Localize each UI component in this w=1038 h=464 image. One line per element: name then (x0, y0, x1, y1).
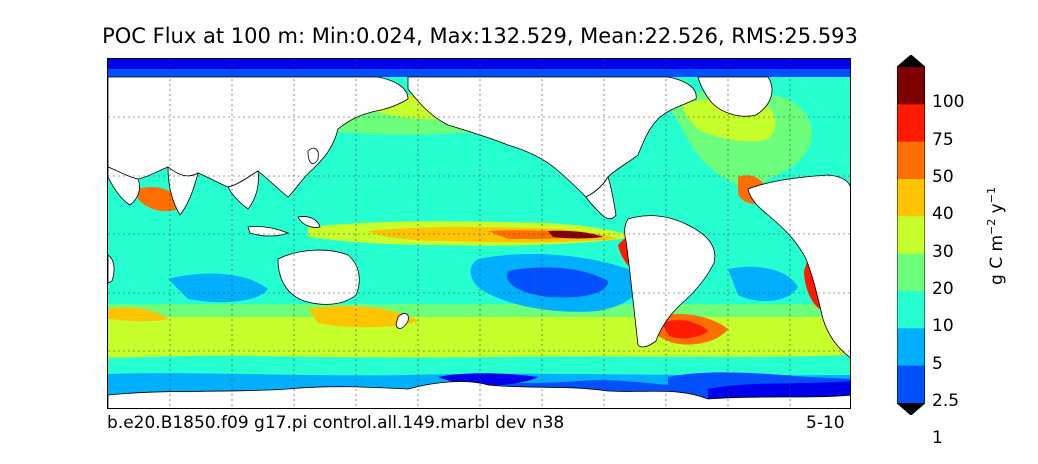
central-america (585, 176, 617, 220)
colorbar-tick-label: 1 (932, 428, 943, 449)
indonesia-islands (247, 226, 290, 237)
colorbar (897, 55, 925, 415)
arabia (108, 166, 140, 206)
south-pacific-gyre-core (507, 267, 608, 298)
colorbar-tick-label: 2.5 (932, 391, 960, 411)
ne-pacific-gyre (358, 172, 550, 219)
south-indian-gyre (168, 273, 268, 303)
tasman-sea-high (308, 306, 418, 328)
eurasia (108, 76, 409, 198)
case-name-label: b.e20.B1850.f09 g17.pi control.all.149.m… (107, 413, 565, 433)
colorbar-tick-label: 5 (932, 353, 943, 374)
colorbar-tick-label: 10 (932, 316, 954, 337)
colorbar-unit-label: g C m−2 y−1 (985, 187, 1007, 285)
colorbar-segment (897, 216, 925, 255)
colorbar-tick-label: 30 (932, 241, 954, 262)
graticule (108, 59, 850, 408)
continents (108, 76, 850, 358)
colorbar-segment (897, 67, 925, 105)
india (167, 166, 199, 216)
unit-base: g C m (986, 234, 1007, 285)
japan (307, 147, 319, 165)
map-canvas (108, 59, 850, 408)
unit-time: y (986, 203, 1007, 219)
poc-flux-map (107, 58, 851, 409)
new-guinea (297, 216, 321, 228)
arctic-band (108, 59, 850, 69)
year-range-label: 5-10 (806, 413, 845, 433)
south-atlantic-gyre (728, 266, 798, 302)
madagascar (108, 254, 115, 284)
south-indian-high (108, 307, 168, 322)
south-america (624, 215, 716, 348)
se-asia (227, 170, 259, 210)
africa (747, 174, 850, 358)
southern-productive-band (108, 317, 850, 357)
colorbar-segment (897, 365, 925, 404)
antarctica (108, 381, 850, 408)
colorbar-tick-label: 75 (932, 129, 954, 150)
colorbar-tick-label: 100 (932, 92, 965, 113)
colorbar-segment (897, 141, 925, 180)
unit-exponent-time: −1 (985, 187, 999, 204)
colorbar-extend-top (897, 55, 925, 67)
colorbar-extend-bottom (897, 403, 925, 415)
colorbar-segment (897, 179, 925, 217)
colorbar-tick-label: 20 (932, 279, 954, 299)
greenland (697, 76, 773, 117)
colorbar-segment (897, 328, 925, 367)
unit-exponent-area: −2 (985, 218, 999, 235)
colorbar-segment (897, 104, 925, 143)
colorbar-tick-label: 40 (932, 204, 954, 225)
patagonian-shelf-peak (662, 320, 708, 339)
colorbar-segment (897, 291, 925, 329)
colorbar-segment (897, 253, 925, 292)
arctic-band-2 (108, 69, 850, 77)
map-title: POC Flux at 100 m: Min:0.024, Max:132.52… (102, 24, 858, 48)
colorbar-tick-label: 50 (932, 167, 954, 187)
new-zealand (395, 313, 409, 329)
equatorial-band-max (548, 230, 603, 239)
